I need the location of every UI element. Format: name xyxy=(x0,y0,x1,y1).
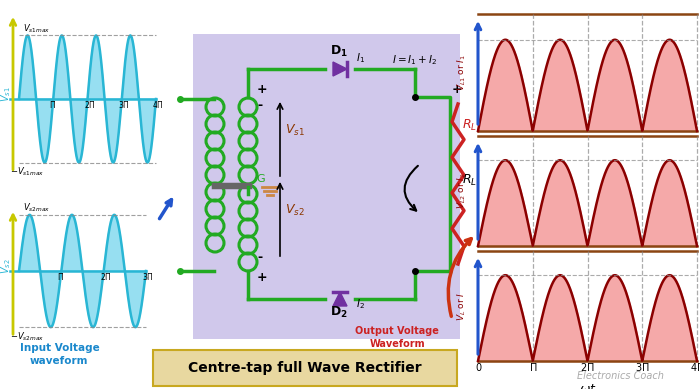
Text: $3\Pi$: $3\Pi$ xyxy=(635,361,650,373)
Text: $R_L$: $R_L$ xyxy=(462,173,477,188)
Text: $R_L$: $R_L$ xyxy=(462,117,477,133)
Text: $4\Pi$: $4\Pi$ xyxy=(152,99,164,110)
Text: $V_{s2max}$: $V_{s2max}$ xyxy=(23,202,50,214)
Text: $I_1$: $I_1$ xyxy=(356,51,365,65)
FancyBboxPatch shape xyxy=(478,14,697,131)
Text: $2\Pi$: $2\Pi$ xyxy=(99,271,111,282)
Text: $3\Pi$: $3\Pi$ xyxy=(118,99,130,110)
Text: +: + xyxy=(452,83,463,96)
Text: G: G xyxy=(256,174,265,184)
Text: $\omega t$: $\omega t$ xyxy=(579,383,596,389)
Text: Electronics Coach: Electronics Coach xyxy=(577,371,664,381)
Text: $4\Pi$: $4\Pi$ xyxy=(690,361,700,373)
Text: $V_{s1max}$: $V_{s1max}$ xyxy=(23,23,50,35)
Text: $I_2$: $I_2$ xyxy=(356,297,365,311)
Text: $\mathbf{D_1}$: $\mathbf{D_1}$ xyxy=(330,44,348,59)
Text: $V_{s1}$: $V_{s1}$ xyxy=(285,123,304,138)
Text: $-V_{s1max}$: $-V_{s1max}$ xyxy=(10,166,44,178)
Polygon shape xyxy=(333,292,347,306)
Text: $2\Pi$: $2\Pi$ xyxy=(83,99,95,110)
Text: Input Voltage: Input Voltage xyxy=(20,343,99,353)
Text: $V_{s2}$: $V_{s2}$ xyxy=(0,258,13,274)
Text: +: + xyxy=(257,83,267,96)
Text: $\mathbf{D_2}$: $\mathbf{D_2}$ xyxy=(330,305,348,320)
FancyBboxPatch shape xyxy=(478,251,697,361)
Text: $-V_{s2max}$: $-V_{s2max}$ xyxy=(10,330,44,343)
Text: Waveform: Waveform xyxy=(370,339,426,349)
Text: -: - xyxy=(257,251,262,264)
Text: Output Voltage: Output Voltage xyxy=(355,326,439,336)
Text: +: + xyxy=(257,271,267,284)
Text: $I = I_1 + I_2$: $I = I_1 + I_2$ xyxy=(392,53,438,67)
Text: $\Pi$: $\Pi$ xyxy=(528,361,537,373)
Text: $3\Pi$: $3\Pi$ xyxy=(142,271,154,282)
FancyBboxPatch shape xyxy=(193,34,460,339)
Text: $V_L$ or $I$: $V_L$ or $I$ xyxy=(456,291,468,321)
Text: -: - xyxy=(257,99,262,112)
Text: 0: 0 xyxy=(475,363,481,373)
Text: $V_{s1}$: $V_{s1}$ xyxy=(0,86,13,102)
Text: Centre-tap full Wave Rectifier: Centre-tap full Wave Rectifier xyxy=(188,361,422,375)
FancyBboxPatch shape xyxy=(153,350,457,386)
Text: waveform: waveform xyxy=(30,356,88,366)
FancyBboxPatch shape xyxy=(478,136,697,246)
Text: $V_{L2}$ or $I_2$: $V_{L2}$ or $I_2$ xyxy=(456,173,468,209)
Text: $2\Pi$: $2\Pi$ xyxy=(580,361,595,373)
Text: $V_{s2}$: $V_{s2}$ xyxy=(285,203,304,218)
Text: $V_{L1}$ or $I_1$: $V_{L1}$ or $I_1$ xyxy=(456,54,468,91)
Polygon shape xyxy=(333,62,347,76)
Text: $\Pi$: $\Pi$ xyxy=(49,99,56,110)
Text: $\Pi$: $\Pi$ xyxy=(57,271,64,282)
